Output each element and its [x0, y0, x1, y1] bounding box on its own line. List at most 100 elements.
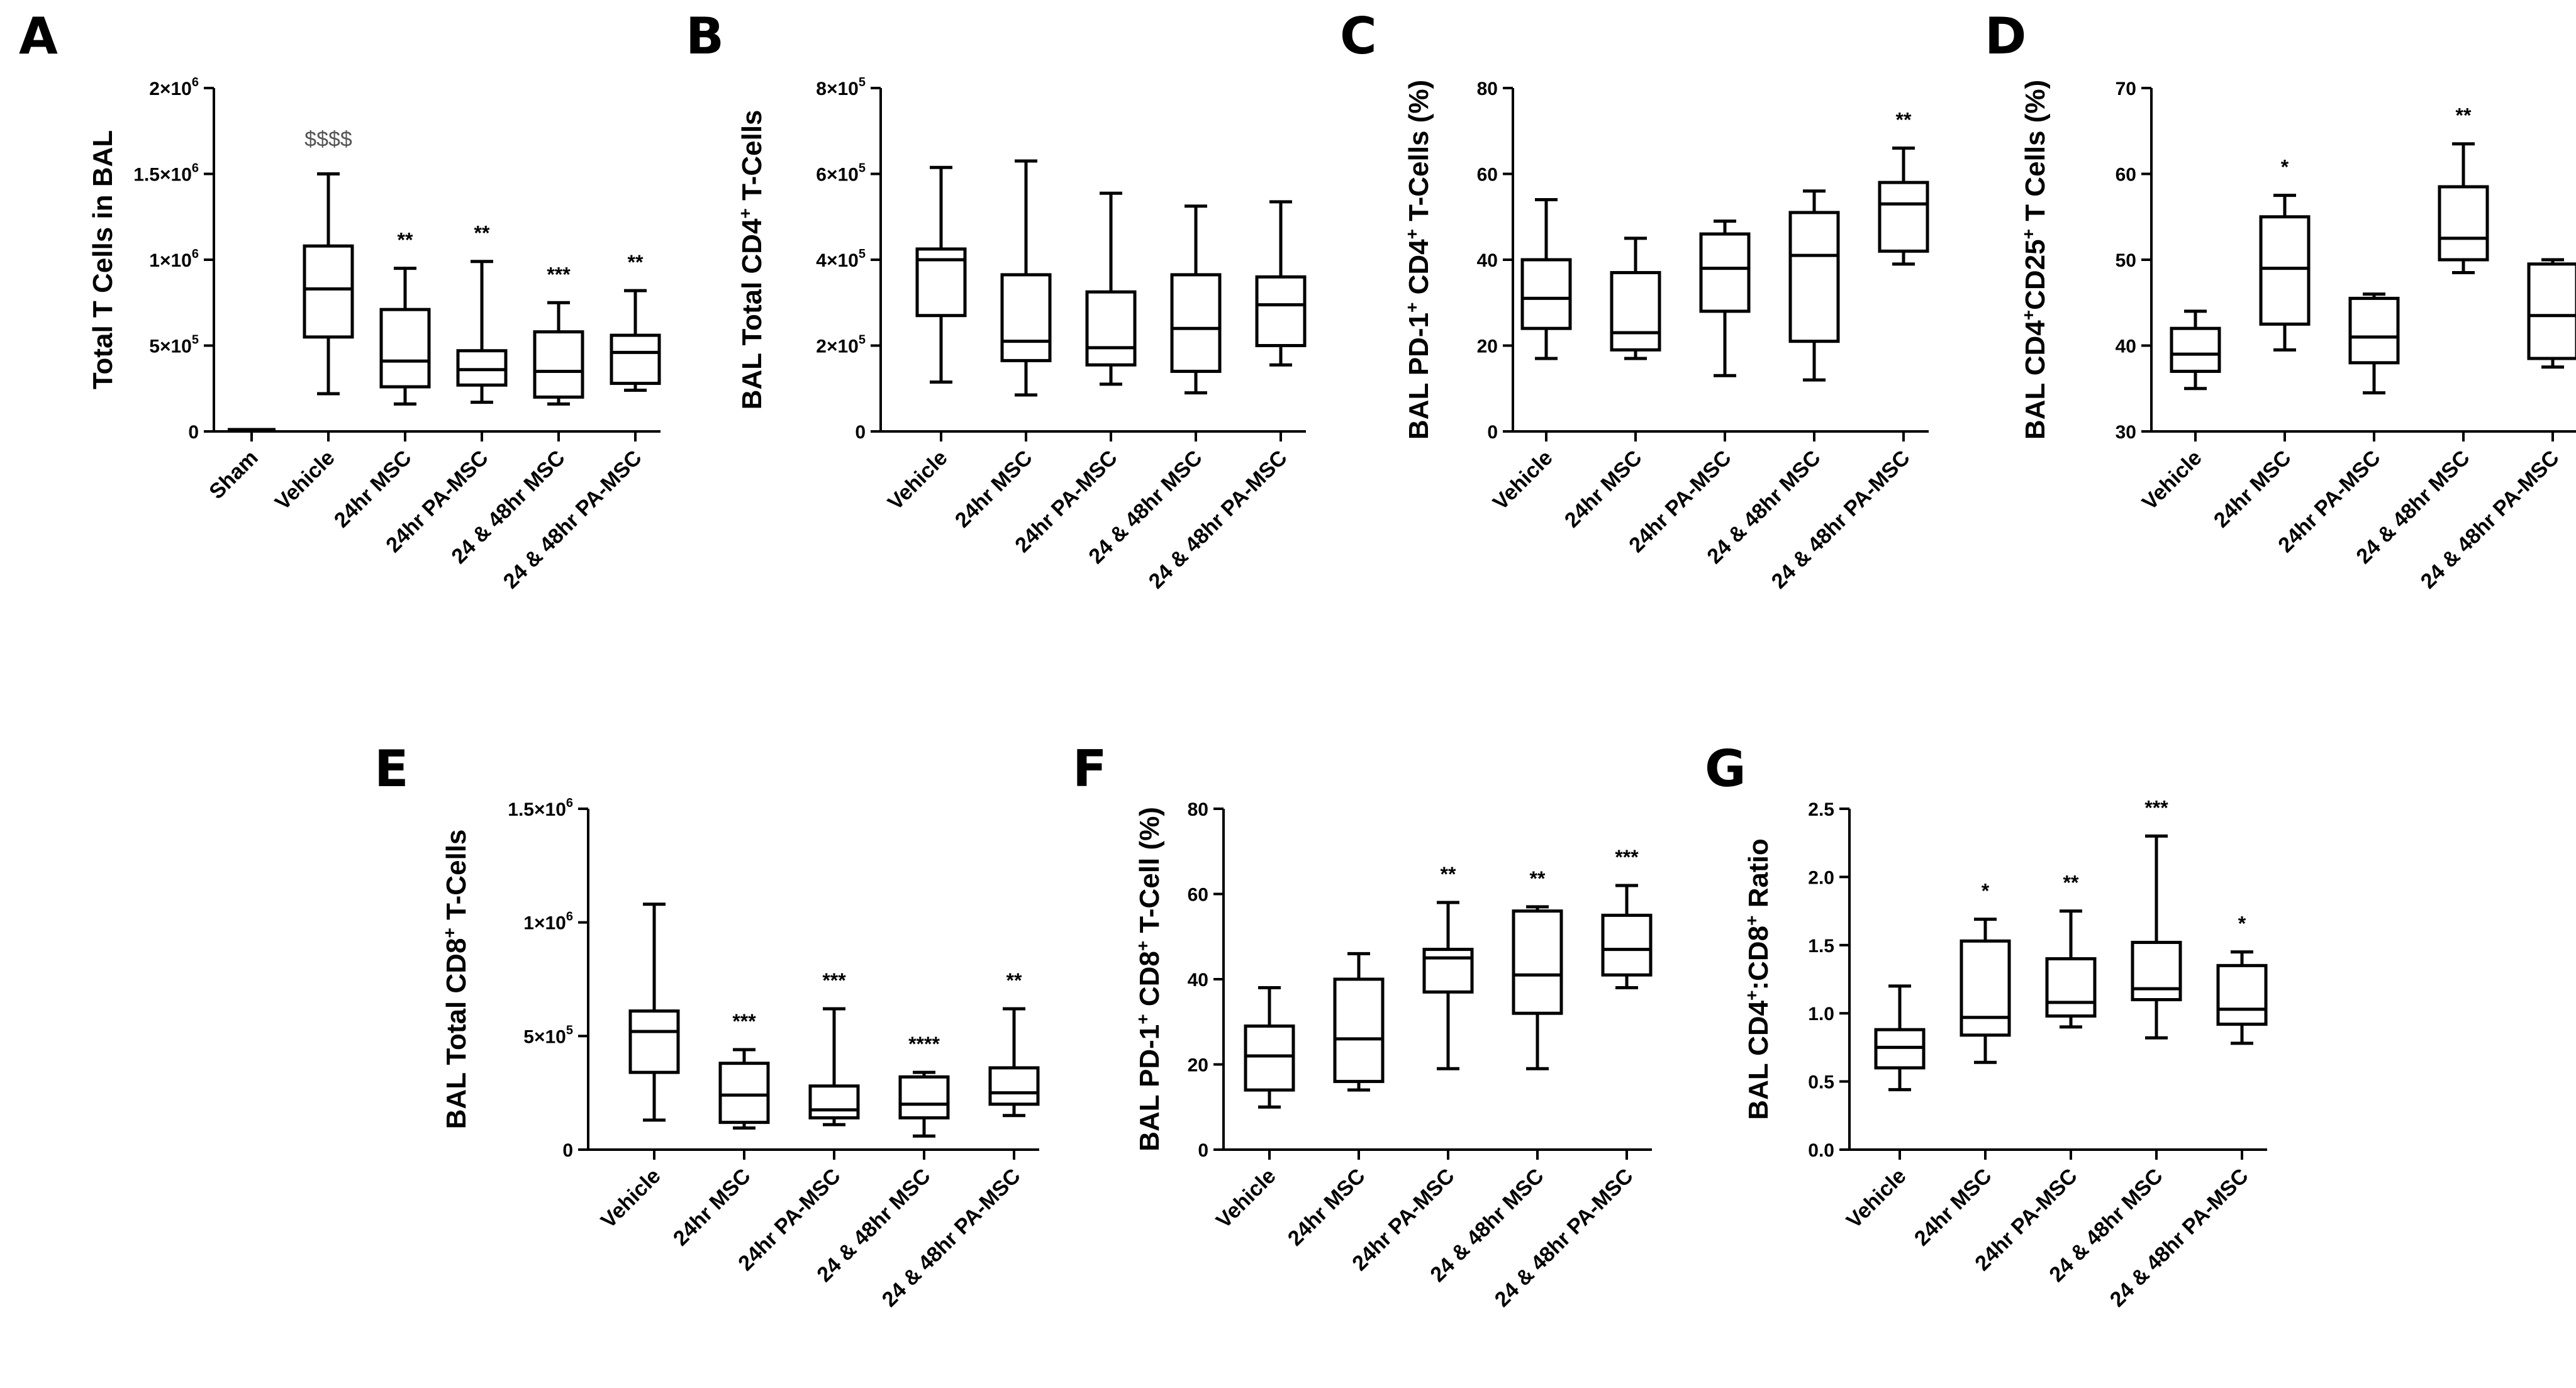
significance-annotation: * [2281, 156, 2289, 179]
significance-annotation: * [2238, 913, 2246, 935]
y-tick-label: 20 [1188, 1055, 1208, 1076]
box-plot-4 [1512, 905, 1563, 1070]
category-label: 24 & 48hr PA-MSC [499, 446, 647, 594]
box-iqr [533, 330, 584, 399]
box-plot-4 [1170, 204, 1222, 395]
panel-a: A 0 5×105 1×106 1.5×106 2×106 Total T Cells in… [19, 7, 661, 594]
box-plot-5 [1255, 200, 1307, 367]
box-iqr [1170, 273, 1222, 373]
box-iqr [898, 1075, 950, 1119]
box-plot-2 [1610, 236, 1661, 360]
y-tick-label: 0 [855, 422, 866, 443]
panel-e: E 0 5×105 1×106 1.5×106 BAL Total CD8+ T-Cell… [374, 740, 1040, 1312]
box-plot-3 [1085, 191, 1137, 386]
box-iqr [456, 349, 508, 387]
box-plot-1 [1244, 986, 1295, 1109]
box-plot-2 [2259, 194, 2311, 352]
panel-letter: F [1073, 740, 1107, 798]
significance-annotation: *** [2144, 796, 2168, 819]
category-label: Vehicle [2138, 446, 2207, 515]
significance-annotation: ** [2063, 872, 2079, 894]
significance-annotation: ** [398, 229, 413, 252]
y-tick-label: 60 [2116, 165, 2136, 186]
y-tick-label: 5×105 [149, 333, 199, 357]
y-tick-label: 2.0 [1808, 867, 1834, 888]
box-iqr [2348, 296, 2400, 365]
category-label: Vehicle [883, 446, 952, 515]
y-tick-label: 80 [1477, 79, 1498, 99]
box-iqr [1333, 977, 1385, 1084]
y-tick-label: 2×105 [816, 333, 866, 357]
box-iqr [1610, 270, 1661, 352]
box-plot-5 [533, 301, 584, 406]
box-iqr [1244, 1024, 1295, 1092]
box-iqr [1960, 939, 2011, 1037]
y-tick-label: 1.5×106 [133, 162, 199, 186]
box-iqr [2527, 262, 2576, 360]
significance-annotation: *** [822, 969, 846, 992]
y-tick-label: 30 [2116, 422, 2136, 443]
box-plot-3 [1422, 901, 1474, 1070]
y-tick-label: 0.0 [1808, 1140, 1834, 1161]
box-plot-2 [1960, 918, 2011, 1064]
panel-letter: E [374, 740, 409, 798]
box-plot-2 [718, 1048, 770, 1130]
significance-annotation: * [1982, 880, 1990, 902]
category-label: 24hr MSC [669, 1164, 756, 1251]
category-label: 24hr MSC [951, 446, 1037, 533]
box-plot-2 [1000, 159, 1052, 397]
box-iqr [1255, 275, 1307, 347]
box-plot-3 [2348, 292, 2400, 395]
box-iqr [2438, 185, 2489, 262]
box-plot-4 [898, 1070, 950, 1138]
box-plot-6 [610, 289, 661, 392]
box-iqr [2216, 963, 2268, 1026]
box-iqr [628, 1009, 680, 1074]
category-label: 24hr MSC [1910, 1164, 1997, 1251]
y-tick-label: 1.0 [1808, 1004, 1834, 1024]
significance-annotation: *** [547, 263, 571, 286]
box-plot-3 [808, 1007, 860, 1126]
box-iqr [2045, 957, 2097, 1018]
category-label: 24 & 48hr PA-MSC [2105, 1164, 2253, 1312]
box-iqr [808, 1084, 860, 1119]
box-iqr [1512, 909, 1563, 1015]
box-plot-1 [628, 902, 680, 1122]
box-plot-1 [1874, 984, 1926, 1092]
box-iqr [915, 247, 967, 318]
significance-annotation: *** [732, 1010, 756, 1033]
box-iqr [303, 244, 354, 339]
y-tick-label: 1.5 [1808, 936, 1834, 957]
panel-letter: D [1985, 7, 2026, 65]
panel-f: F 0 20 40 60 80 BAL PD-1+ CD8+ T-Cell (%) Vehic… [1073, 740, 1653, 1312]
box-plot-2 [303, 172, 354, 396]
y-axis-title: BAL CD4+CD25+ T Cells (%) [2019, 80, 2051, 440]
box-iqr [988, 1066, 1040, 1106]
box-iqr [1878, 180, 1929, 253]
significance-annotation: ** [1530, 867, 1546, 890]
category-label: Sham [204, 446, 262, 504]
panel-letter: A [19, 7, 58, 65]
significance-annotation: ** [628, 251, 644, 274]
panel-b: B 0 2×105 4×105 6×105 8×105 BAL Total CD4+ T-C… [686, 7, 1307, 594]
category-label: Vehicle [596, 1164, 666, 1233]
y-tick-label: 40 [2116, 336, 2136, 357]
box-plot-5 [988, 1007, 1040, 1118]
box-iqr [2170, 326, 2221, 373]
y-tick-label: 0 [1198, 1140, 1208, 1161]
box-iqr [2259, 215, 2311, 326]
significance-annotation: ** [1006, 969, 1022, 992]
y-axis-title: Total T Cells in BAL [87, 130, 118, 389]
y-tick-label: 5×105 [523, 1023, 573, 1047]
y-tick-label: 80 [1188, 799, 1208, 820]
y-tick-label: 1×106 [149, 247, 199, 271]
y-tick-label: 6×105 [816, 162, 866, 186]
box-iqr [379, 308, 431, 389]
significance-annotation: $$$$ [304, 128, 352, 152]
category-label: 24 & 48hr PA-MSC [1144, 446, 1292, 594]
box-plot-4 [2438, 142, 2489, 274]
category-label: 24hr MSC [1560, 446, 1647, 533]
box-plot-2 [1333, 952, 1385, 1092]
y-tick-label: 20 [1477, 336, 1498, 357]
